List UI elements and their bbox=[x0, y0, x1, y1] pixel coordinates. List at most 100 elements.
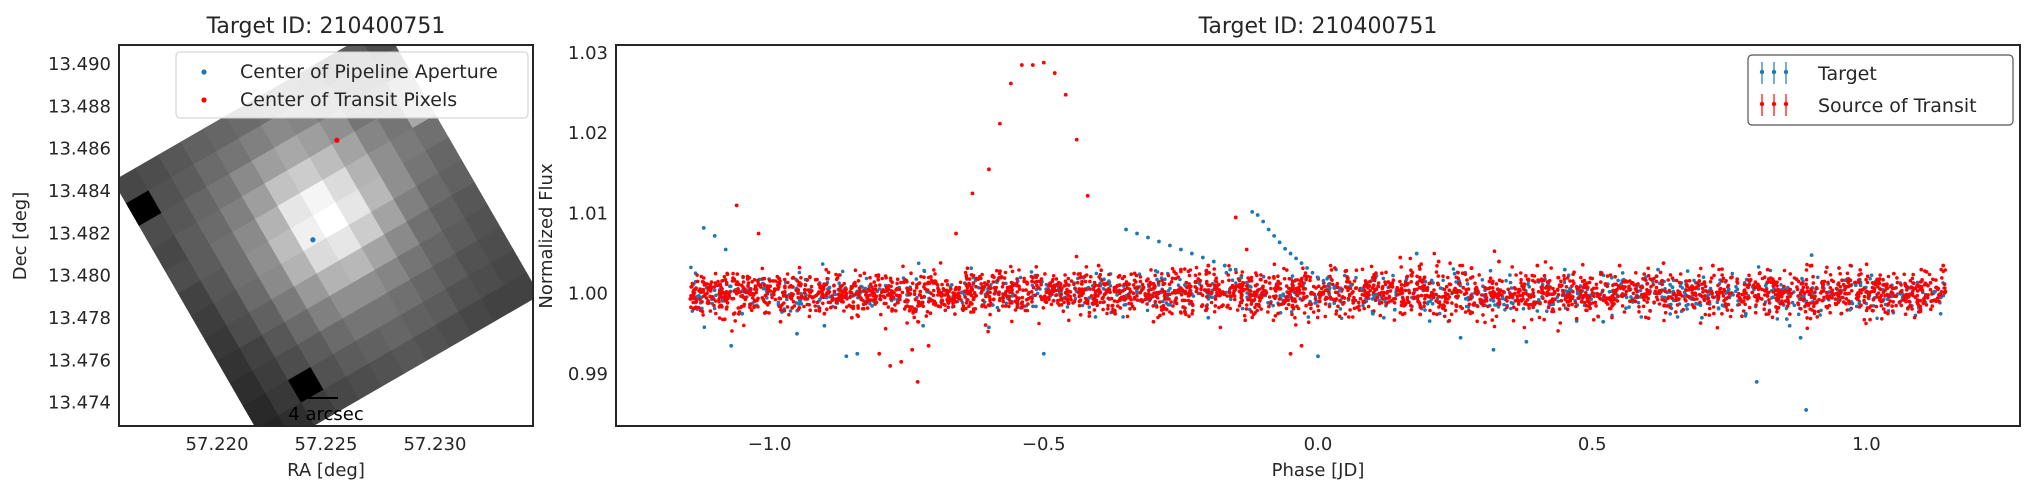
source-of-transit-point bbox=[1148, 297, 1153, 301]
source-of-transit-point bbox=[971, 297, 976, 302]
source-of-transit-point bbox=[1391, 297, 1396, 301]
source-of-transit-point bbox=[1820, 298, 1825, 303]
source-of-transit-point bbox=[1912, 286, 1916, 291]
source-of-transit-point bbox=[1649, 277, 1654, 282]
source-of-transit-point bbox=[1403, 280, 1408, 285]
source-of-transit-point bbox=[731, 271, 735, 276]
target-point bbox=[1189, 251, 1194, 256]
source-of-transit-point bbox=[988, 312, 992, 317]
source-of-transit-point bbox=[1040, 296, 1045, 300]
source-of-transit-point bbox=[1493, 291, 1497, 296]
source-of-transit-point bbox=[1556, 292, 1561, 297]
source-of-transit-point bbox=[927, 300, 931, 304]
source-of-transit-point bbox=[1061, 309, 1066, 314]
source-of-transit-point bbox=[796, 295, 801, 300]
source-of-transit-point bbox=[1060, 287, 1064, 291]
source-of-transit-point bbox=[1422, 304, 1426, 309]
target-point bbox=[1222, 263, 1227, 268]
target-point bbox=[1361, 303, 1365, 308]
source-of-transit-point bbox=[1599, 280, 1603, 284]
source-of-transit-point bbox=[1418, 303, 1422, 307]
target-point bbox=[1354, 275, 1358, 280]
source-of-transit-point bbox=[1441, 274, 1445, 279]
source-of-transit-point bbox=[1775, 306, 1780, 311]
target-point bbox=[1161, 299, 1165, 304]
source-of-transit-point bbox=[1654, 279, 1659, 284]
source-of-transit-point bbox=[1775, 310, 1779, 314]
target-point bbox=[1730, 271, 1735, 276]
target-point bbox=[1349, 283, 1353, 288]
source-of-transit-point bbox=[1862, 294, 1867, 299]
left-y-tick-label: 13.484 bbox=[48, 181, 111, 202]
image-pixel bbox=[371, 198, 408, 236]
source-of-transit-point bbox=[1786, 295, 1790, 299]
source-of-transit-point bbox=[936, 293, 940, 297]
image-pixel bbox=[157, 141, 195, 178]
source-of-transit-point bbox=[1083, 300, 1087, 305]
source-of-transit-point bbox=[1167, 297, 1171, 301]
source-of-transit-point bbox=[1194, 289, 1199, 294]
source-of-transit-point bbox=[1051, 274, 1056, 278]
source-of-transit-point bbox=[936, 304, 941, 308]
source-of-transit-point bbox=[1062, 300, 1066, 305]
source-of-transit-point bbox=[1204, 308, 1208, 313]
target-point bbox=[1123, 302, 1128, 307]
image-pixel bbox=[384, 221, 421, 258]
source-of-transit-point bbox=[888, 276, 893, 281]
target-point bbox=[1034, 304, 1038, 309]
source-of-transit-point bbox=[1876, 285, 1880, 289]
target-point bbox=[1575, 291, 1580, 296]
source-of-transit-point bbox=[1102, 292, 1107, 297]
source-of-transit-point bbox=[1662, 299, 1667, 303]
target-point bbox=[1289, 310, 1294, 314]
image-pixel bbox=[335, 189, 372, 226]
target-point bbox=[1255, 213, 1260, 217]
source-of-transit-point bbox=[1207, 271, 1211, 275]
source-of-transit-point bbox=[1318, 299, 1322, 303]
target-point bbox=[1374, 292, 1378, 297]
source-of-transit-point bbox=[860, 306, 865, 311]
target-point bbox=[689, 265, 693, 270]
source-of-transit-point bbox=[936, 289, 941, 294]
source-of-transit-point bbox=[1370, 286, 1375, 290]
source-of-transit-point bbox=[1543, 260, 1548, 264]
source-of-transit-point bbox=[1368, 279, 1372, 284]
source-of-transit-point bbox=[1112, 299, 1117, 303]
right-y-tick-label: 1.02 bbox=[568, 123, 608, 144]
source-of-transit-point bbox=[817, 309, 822, 313]
target-point bbox=[1787, 323, 1792, 328]
source-of-transit-point bbox=[797, 265, 802, 270]
target-point bbox=[1669, 302, 1673, 307]
target-point bbox=[712, 234, 717, 238]
source-of-transit-point bbox=[1805, 326, 1810, 331]
source-of-transit-point bbox=[698, 290, 703, 295]
source-of-transit-point bbox=[1824, 270, 1828, 274]
source-of-transit-point bbox=[745, 274, 750, 279]
source-of-transit-point bbox=[961, 308, 965, 313]
source-of-transit-point bbox=[954, 286, 958, 291]
source-of-transit-point bbox=[1865, 306, 1870, 310]
source-of-transit-point bbox=[1067, 318, 1071, 323]
image-pixel bbox=[228, 160, 266, 197]
target-point bbox=[1029, 270, 1034, 274]
target-point bbox=[837, 281, 841, 286]
legend-label-target: Target bbox=[1817, 63, 1877, 85]
source-of-transit-point bbox=[1662, 303, 1667, 308]
source-of-transit-point bbox=[1856, 297, 1860, 302]
image-pixel bbox=[235, 276, 273, 314]
source-of-transit-point bbox=[1466, 287, 1471, 291]
source-of-transit-point bbox=[1724, 279, 1728, 283]
source-of-transit-point bbox=[1215, 284, 1220, 288]
source-of-transit-point bbox=[1535, 263, 1540, 268]
source-of-transit-point bbox=[1454, 303, 1458, 307]
source-of-transit-point bbox=[1616, 284, 1621, 288]
source-of-transit-point bbox=[1507, 295, 1512, 300]
source-of-transit-point bbox=[1075, 280, 1080, 285]
source-of-transit-point bbox=[1809, 289, 1814, 293]
source-of-transit-point bbox=[1926, 293, 1930, 297]
source-of-transit-point bbox=[1054, 293, 1059, 297]
source-of-transit-point bbox=[1066, 300, 1070, 305]
source-of-transit-point bbox=[1838, 288, 1842, 293]
source-of-transit-point bbox=[1297, 288, 1302, 292]
source-of-transit-point bbox=[831, 296, 835, 301]
